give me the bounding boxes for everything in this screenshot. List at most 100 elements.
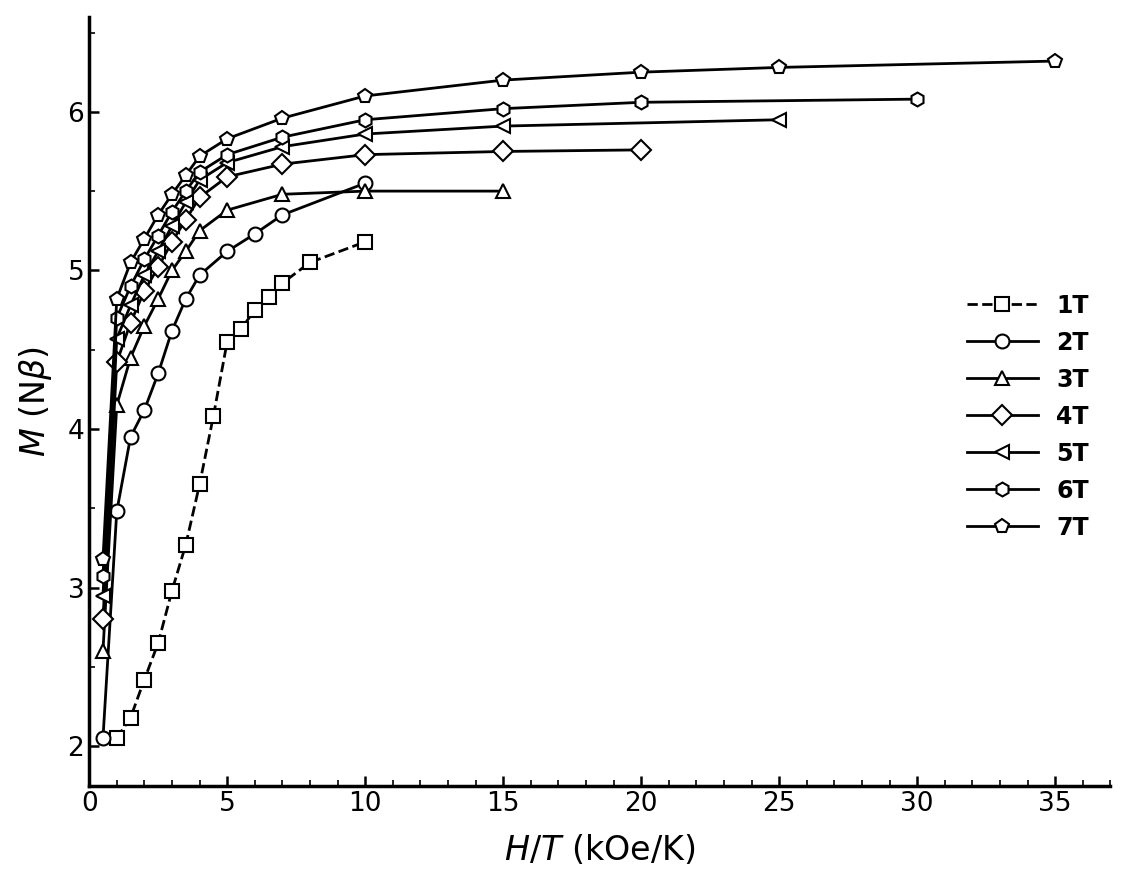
6T bbox=[151, 230, 165, 240]
5T bbox=[193, 175, 206, 186]
4T bbox=[124, 317, 137, 328]
5T bbox=[96, 591, 109, 601]
Line: 1T: 1T bbox=[109, 235, 372, 745]
1T bbox=[193, 479, 206, 490]
7T bbox=[166, 189, 179, 200]
Line: 5T: 5T bbox=[96, 113, 787, 603]
6T bbox=[110, 313, 124, 324]
4T bbox=[358, 149, 372, 160]
3T bbox=[166, 265, 179, 276]
3T bbox=[110, 400, 124, 410]
2T bbox=[110, 507, 124, 517]
Line: 6T: 6T bbox=[96, 92, 924, 583]
2T bbox=[248, 229, 261, 240]
6T bbox=[635, 97, 648, 108]
5T bbox=[179, 197, 193, 208]
1T bbox=[221, 337, 234, 347]
1T bbox=[179, 539, 193, 550]
6T bbox=[358, 114, 372, 125]
1T bbox=[358, 237, 372, 248]
3T bbox=[276, 189, 290, 200]
7T bbox=[276, 113, 290, 124]
3T bbox=[151, 293, 165, 304]
6T bbox=[276, 132, 290, 142]
Line: 4T: 4T bbox=[96, 143, 648, 626]
X-axis label: $\mathit{H/T}$ (kOe/K): $\mathit{H/T}$ (kOe/K) bbox=[504, 834, 695, 867]
4T bbox=[635, 145, 648, 156]
7T bbox=[110, 293, 124, 304]
2T bbox=[193, 270, 206, 280]
2T bbox=[137, 405, 151, 415]
6T bbox=[166, 207, 179, 217]
3T bbox=[221, 205, 234, 216]
7T bbox=[137, 233, 151, 244]
6T bbox=[221, 149, 234, 160]
5T bbox=[151, 246, 165, 256]
2T bbox=[166, 325, 179, 336]
1T bbox=[110, 733, 124, 743]
5T bbox=[166, 221, 179, 232]
3T bbox=[96, 645, 109, 656]
1T bbox=[276, 278, 290, 288]
7T bbox=[193, 151, 206, 162]
3T bbox=[193, 225, 206, 236]
4T bbox=[276, 159, 290, 170]
5T bbox=[358, 129, 372, 140]
Line: 3T: 3T bbox=[96, 184, 511, 658]
4T bbox=[166, 237, 179, 248]
6T bbox=[179, 186, 193, 196]
3T bbox=[137, 321, 151, 332]
5T bbox=[276, 141, 290, 152]
1T bbox=[261, 292, 275, 302]
4T bbox=[151, 262, 165, 272]
3T bbox=[496, 186, 509, 196]
5T bbox=[772, 114, 786, 125]
2T bbox=[151, 368, 165, 378]
1T bbox=[206, 411, 220, 422]
7T bbox=[496, 75, 509, 86]
2T bbox=[358, 178, 372, 188]
7T bbox=[151, 210, 165, 220]
5T bbox=[221, 157, 234, 168]
Y-axis label: $\mathit{M}$ (N$\beta$): $\mathit{M}$ (N$\beta$) bbox=[17, 346, 54, 457]
6T bbox=[137, 254, 151, 264]
Line: 7T: 7T bbox=[96, 54, 1062, 566]
1T bbox=[151, 637, 165, 648]
4T bbox=[221, 171, 234, 182]
1T bbox=[137, 674, 151, 685]
7T bbox=[179, 170, 193, 180]
2T bbox=[124, 431, 137, 442]
6T bbox=[911, 94, 924, 104]
1T bbox=[303, 257, 317, 268]
2T bbox=[221, 246, 234, 256]
1T bbox=[124, 713, 137, 723]
7T bbox=[1048, 56, 1062, 66]
5T bbox=[124, 300, 137, 310]
4T bbox=[110, 357, 124, 368]
Line: 2T: 2T bbox=[96, 176, 372, 745]
7T bbox=[635, 67, 648, 78]
7T bbox=[124, 257, 137, 268]
4T bbox=[496, 146, 509, 156]
Legend: 1T, 2T, 3T, 4T, 5T, 6T, 7T: 1T, 2T, 3T, 4T, 5T, 6T, 7T bbox=[957, 285, 1099, 549]
2T bbox=[276, 210, 290, 220]
5T bbox=[110, 333, 124, 344]
7T bbox=[96, 553, 109, 564]
3T bbox=[358, 186, 372, 196]
7T bbox=[358, 91, 372, 102]
6T bbox=[496, 103, 509, 114]
1T bbox=[234, 324, 248, 334]
4T bbox=[193, 192, 206, 202]
2T bbox=[96, 733, 109, 743]
6T bbox=[193, 167, 206, 178]
4T bbox=[137, 286, 151, 296]
4T bbox=[179, 214, 193, 225]
1T bbox=[248, 305, 261, 316]
6T bbox=[96, 571, 109, 582]
5T bbox=[137, 270, 151, 280]
7T bbox=[221, 133, 234, 144]
5T bbox=[496, 121, 509, 132]
3T bbox=[179, 246, 193, 256]
6T bbox=[124, 281, 137, 292]
1T bbox=[166, 585, 179, 596]
